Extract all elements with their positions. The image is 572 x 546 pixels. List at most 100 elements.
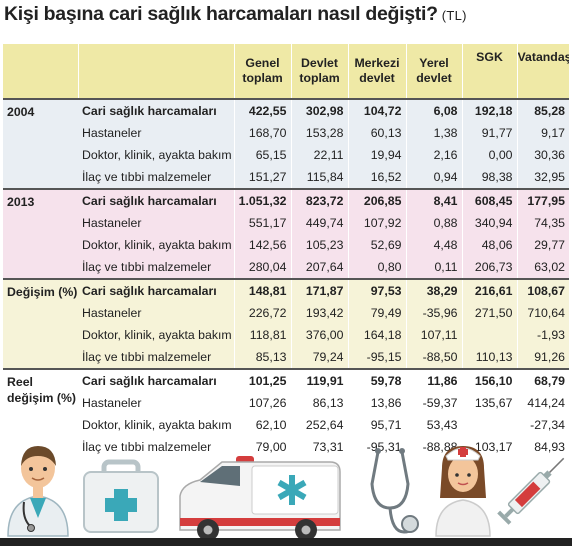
cell-value: 79,49 bbox=[347, 302, 406, 324]
cell-value bbox=[461, 324, 517, 346]
cell-value: 60,13 bbox=[347, 122, 406, 144]
cell-value: 62,10 bbox=[233, 414, 291, 436]
cell-value: 86,13 bbox=[290, 392, 348, 414]
data-table: Genel toplam Devlet toplam Merkezi devle… bbox=[3, 44, 569, 458]
cell-value: 340,94 bbox=[461, 212, 517, 234]
row-label: Doktor, klinik, ayakta bakım bbox=[78, 144, 234, 166]
cell-value: 38,29 bbox=[405, 278, 462, 302]
table-row: İlaç ve tıbbi malzemeler 151,27 115,84 16,5… bbox=[3, 166, 569, 189]
cell-value: 551,17 bbox=[233, 212, 291, 234]
table-row: İlaç ve tıbbi malzemeler 280,04 207,64 0,80… bbox=[3, 256, 569, 279]
table-row: Doktor, klinik, ayakta bakım 65,15 22,11 19… bbox=[3, 144, 569, 166]
cell-value: 68,79 bbox=[516, 368, 569, 392]
row-label: Cari sağlık harcamaları bbox=[78, 188, 234, 212]
table-row: İlaç ve tıbbi malzemeler 85,13 79,24 -95,15… bbox=[3, 346, 569, 369]
cell-value: 9,17 bbox=[516, 122, 569, 144]
cell-value: 101,25 bbox=[233, 368, 291, 392]
cell-value: 118,81 bbox=[233, 324, 291, 346]
cell-value: 65,15 bbox=[233, 144, 291, 166]
table-row: Hastaneler 107,26 86,13 13,86 -59,37 135,67 41… bbox=[3, 392, 569, 414]
group-label: 2004 bbox=[3, 98, 78, 189]
cell-value: 710,64 bbox=[516, 302, 569, 324]
table-row: Reel değişim (%) Cari sağlık harcamaları 1… bbox=[3, 368, 569, 458]
column-header: Devlet toplam bbox=[290, 44, 348, 99]
row-label: Hastaneler bbox=[78, 302, 234, 324]
cell-value: 19,94 bbox=[347, 144, 406, 166]
column-header-label: Vatandaş bbox=[517, 50, 569, 64]
cell-value: 119,91 bbox=[290, 368, 348, 392]
cell-value: 107,11 bbox=[405, 324, 462, 346]
cell-value: 108,67 bbox=[516, 278, 569, 302]
cell-value: 193,42 bbox=[290, 302, 348, 324]
cell-value: -1,93 bbox=[516, 324, 569, 346]
cell-value bbox=[461, 414, 517, 436]
cell-value: 206,73 bbox=[461, 256, 517, 279]
cell-value: 11,86 bbox=[405, 368, 462, 392]
cell-value: 0,88 bbox=[405, 212, 462, 234]
cell-value: 105,23 bbox=[290, 234, 348, 256]
cell-value: 97,53 bbox=[347, 278, 406, 302]
cell-value: 53,43 bbox=[405, 414, 462, 436]
cell-value: 0,00 bbox=[461, 144, 517, 166]
cell-value: 1.051,32 bbox=[233, 188, 291, 212]
column-header-label: Genel toplam bbox=[242, 56, 283, 85]
cell-value: 171,87 bbox=[290, 278, 348, 302]
cell-value: -95,15 bbox=[347, 346, 406, 369]
row-label: Cari sağlık harcamaları bbox=[78, 98, 234, 122]
cell-value: 226,72 bbox=[233, 302, 291, 324]
cell-value: 52,69 bbox=[347, 234, 406, 256]
stethoscope-icon bbox=[370, 448, 419, 534]
cell-value: 0,94 bbox=[405, 166, 462, 189]
cell-value: 252,64 bbox=[290, 414, 348, 436]
table-row: Doktor, klinik, ayakta bakım 142,56 105,23… bbox=[3, 234, 569, 256]
footer-bar bbox=[0, 538, 572, 546]
row-label: Hastaneler bbox=[78, 122, 234, 144]
cell-value: 207,64 bbox=[290, 256, 348, 279]
cell-value: 376,00 bbox=[290, 324, 348, 346]
cell-value: 823,72 bbox=[290, 188, 348, 212]
first-aid-kit-icon bbox=[83, 459, 159, 533]
cell-value: 30,36 bbox=[516, 144, 569, 166]
cell-value: 32,95 bbox=[516, 166, 569, 189]
page-title: Kişi başına cari sağlık harcamaları nası… bbox=[4, 3, 467, 26]
cell-value: 156,10 bbox=[461, 368, 517, 392]
group-label: 2013 bbox=[3, 188, 78, 279]
cell-value: 302,98 bbox=[290, 98, 348, 122]
row-label: Doktor, klinik, ayakta bakım bbox=[78, 234, 234, 256]
cell-value: 48,06 bbox=[461, 234, 517, 256]
table-row: 2013 Cari sağlık harcamaları 1.051,32 823,7… bbox=[3, 188, 569, 279]
column-header-label: Merkezi devlet bbox=[354, 56, 400, 85]
cell-value: 16,52 bbox=[347, 166, 406, 189]
column-header-label: Devlet toplam bbox=[299, 56, 340, 85]
nurse-icon bbox=[435, 446, 491, 537]
cell-value: 6,08 bbox=[405, 98, 462, 122]
row-label: Hastaneler bbox=[78, 212, 234, 234]
table-row: İlaç ve tıbbi malzemeler 79,00 73,31 -95,31… bbox=[3, 436, 569, 458]
cell-value: 449,74 bbox=[290, 212, 348, 234]
cell-value: 63,02 bbox=[516, 256, 569, 279]
cell-value: 164,18 bbox=[347, 324, 406, 346]
ambulance-icon bbox=[179, 456, 341, 538]
row-label: Cari sağlık harcamaları bbox=[78, 278, 234, 302]
cell-value: 110,13 bbox=[461, 346, 517, 369]
cell-value: 107,26 bbox=[233, 392, 291, 414]
cell-value: 271,50 bbox=[461, 302, 517, 324]
title-unit: (TL) bbox=[441, 8, 467, 23]
row-label: İlaç ve tıbbi malzemeler bbox=[78, 166, 234, 189]
cell-value: 8,41 bbox=[405, 188, 462, 212]
cell-value: 177,95 bbox=[516, 188, 569, 212]
cell-value: 2,16 bbox=[405, 144, 462, 166]
cell-value: 1,38 bbox=[405, 122, 462, 144]
cell-value: 79,24 bbox=[290, 346, 348, 369]
icon-strip bbox=[7, 446, 565, 538]
table-row: Hastaneler 226,72 193,42 79,49 -35,96 271,50 7… bbox=[3, 302, 569, 324]
column-header: SGK bbox=[461, 44, 517, 99]
cell-value: 13,86 bbox=[347, 392, 406, 414]
cell-value: -35,96 bbox=[405, 302, 462, 324]
group-label: Değişim (%) bbox=[3, 278, 78, 369]
table-row: Doktor, klinik, ayakta bakım 118,81 376,00… bbox=[3, 324, 569, 346]
row-label: Doktor, klinik, ayakta bakım bbox=[78, 414, 234, 436]
header-blank bbox=[3, 44, 78, 99]
cell-value: 0,80 bbox=[347, 256, 406, 279]
syringe-icon bbox=[497, 457, 565, 525]
